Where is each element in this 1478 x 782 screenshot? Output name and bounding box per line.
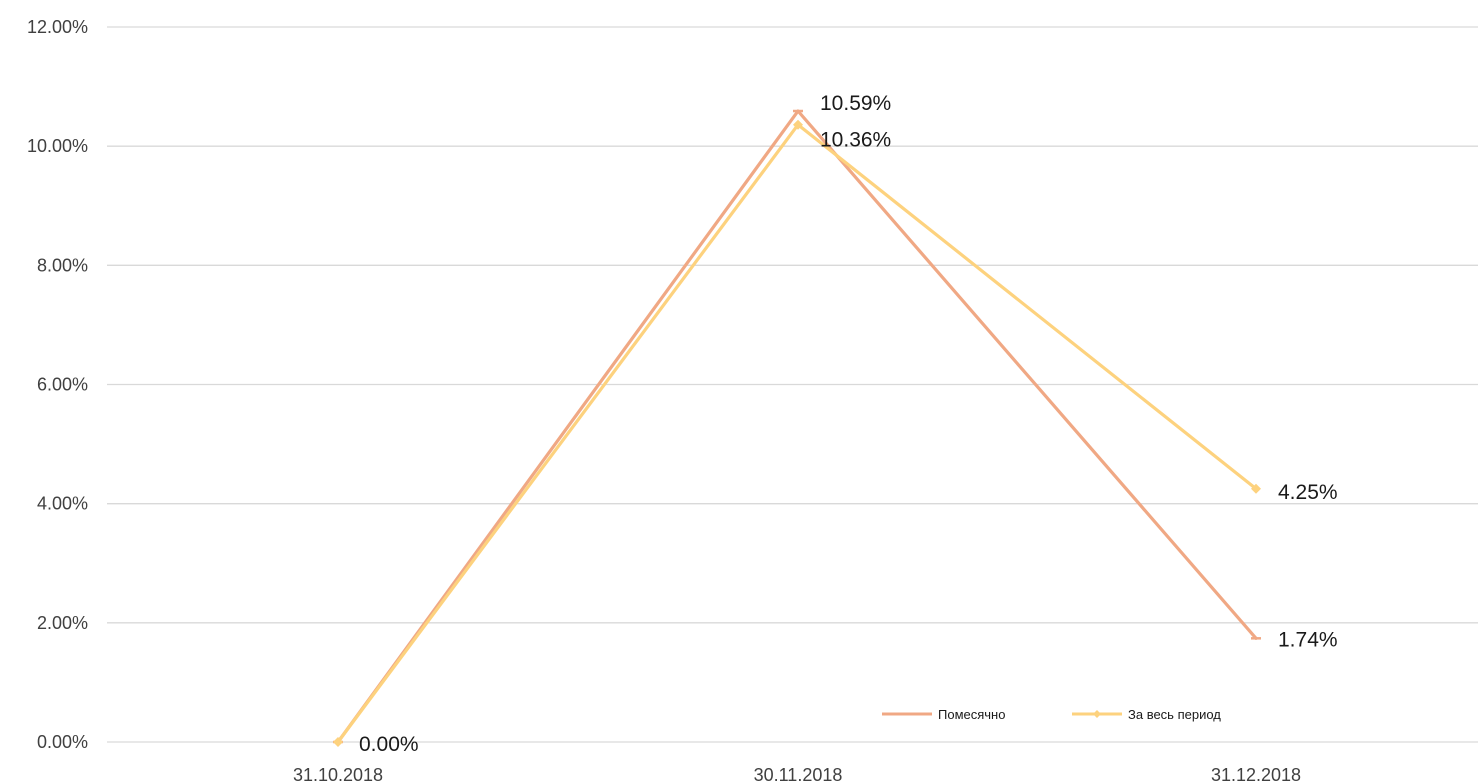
data-label: 0.00%	[359, 733, 419, 756]
data-label: 10.59%	[820, 92, 891, 115]
y-tick-label: 12.00%	[27, 17, 88, 37]
data-point	[1251, 483, 1261, 494]
y-tick-label: 4.00%	[37, 494, 88, 514]
data-label: 4.25%	[1278, 481, 1338, 504]
y-tick-label: 0.00%	[37, 732, 88, 752]
data-point	[333, 737, 343, 747]
x-tick-label: 30.11.2018	[754, 765, 843, 782]
y-axis-tick-labels: 0.00% 2.00% 4.00% 6.00% 8.00% 10.00% 12.00%	[27, 17, 88, 752]
y-tick-label: 8.00%	[37, 255, 88, 275]
data-label: 1.74%	[1278, 628, 1338, 651]
legend-label: Помесячно	[938, 707, 1005, 722]
data-label: 10.36%	[820, 129, 891, 152]
gridlines	[107, 26, 1478, 743]
series-markers	[333, 109, 1261, 747]
y-tick-label: 10.00%	[27, 136, 88, 156]
y-tick-label: 6.00%	[37, 375, 88, 395]
x-tick-label: 31.12.2018	[1211, 765, 1301, 782]
data-labels: 10.59% 1.74% 0.00% 10.36% 4.25%	[359, 92, 1338, 756]
series-line-1	[336, 123, 1258, 744]
series-line-0	[336, 109, 1258, 744]
data-point	[793, 119, 803, 130]
y-tick-label: 2.00%	[37, 613, 88, 633]
x-tick-label: 31.10.2018	[293, 765, 383, 782]
legend-marker	[1093, 710, 1101, 718]
legend-label: За весь период	[1128, 707, 1221, 722]
x-axis-tick-labels: 31.10.2018 30.11.2018 31.12.2018	[293, 765, 1301, 782]
series-lines	[336, 109, 1258, 744]
legend: Помесячно За весь период	[882, 707, 1221, 722]
